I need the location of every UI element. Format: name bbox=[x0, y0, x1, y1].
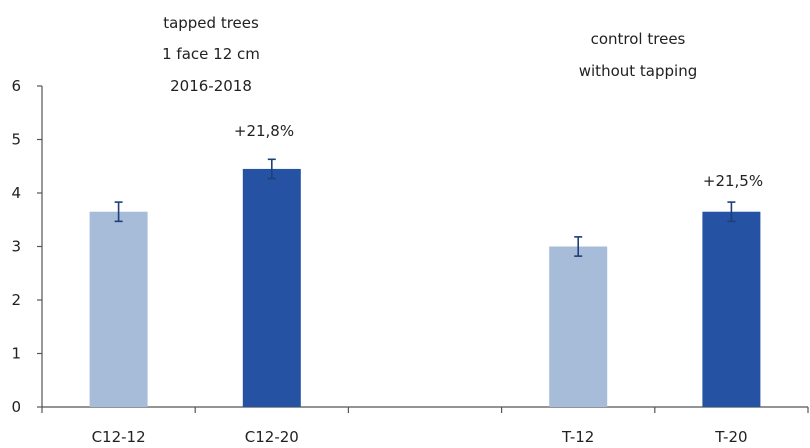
y-tick-label: 2 bbox=[11, 291, 21, 309]
x-tick-labels: C12-12 C12-20 T-12 T-20 bbox=[92, 428, 748, 446]
error-bars bbox=[114, 158, 736, 257]
group-labels: tapped trees 1 face 12 cm 2016-2018 cont… bbox=[162, 14, 697, 95]
group-label-tapped-line-3: 2016-2018 bbox=[170, 77, 252, 95]
group-label-tapped-line-2: 1 face 12 cm bbox=[162, 45, 260, 63]
bar-c12-12 bbox=[89, 211, 148, 407]
x-tick-label-t-20: T-20 bbox=[714, 428, 747, 446]
x-ticks bbox=[41, 407, 809, 413]
x-tick-label-c12-20: C12-20 bbox=[245, 428, 299, 446]
bar-c12-20 bbox=[242, 168, 301, 407]
group-label-control-line-2: without tapping bbox=[579, 62, 697, 80]
axes bbox=[41, 86, 808, 408]
y-tick-label: 4 bbox=[11, 184, 21, 202]
y-tick-label: 0 bbox=[11, 398, 21, 416]
x-tick-label-c12-12: C12-12 bbox=[92, 428, 146, 446]
bar-t-12 bbox=[549, 246, 608, 407]
bars bbox=[89, 168, 761, 407]
group-label-control-line-1: control trees bbox=[591, 30, 686, 48]
y-tick-label: 1 bbox=[11, 345, 21, 363]
y-ticks: 0 1 2 3 4 5 6 bbox=[11, 77, 42, 416]
annotation-c12-20: +21,8% bbox=[234, 122, 294, 140]
y-tick-label: 6 bbox=[11, 77, 21, 95]
bar-t-20 bbox=[702, 211, 761, 407]
x-tick-label-t-12: T-12 bbox=[561, 428, 594, 446]
group-label-tapped-line-1: tapped trees bbox=[163, 14, 259, 32]
annotations: +21,8% +21,5% bbox=[234, 122, 763, 190]
annotation-t-20: +21,5% bbox=[703, 172, 763, 190]
y-tick-label: 5 bbox=[11, 131, 21, 149]
y-tick-label: 3 bbox=[11, 238, 21, 256]
